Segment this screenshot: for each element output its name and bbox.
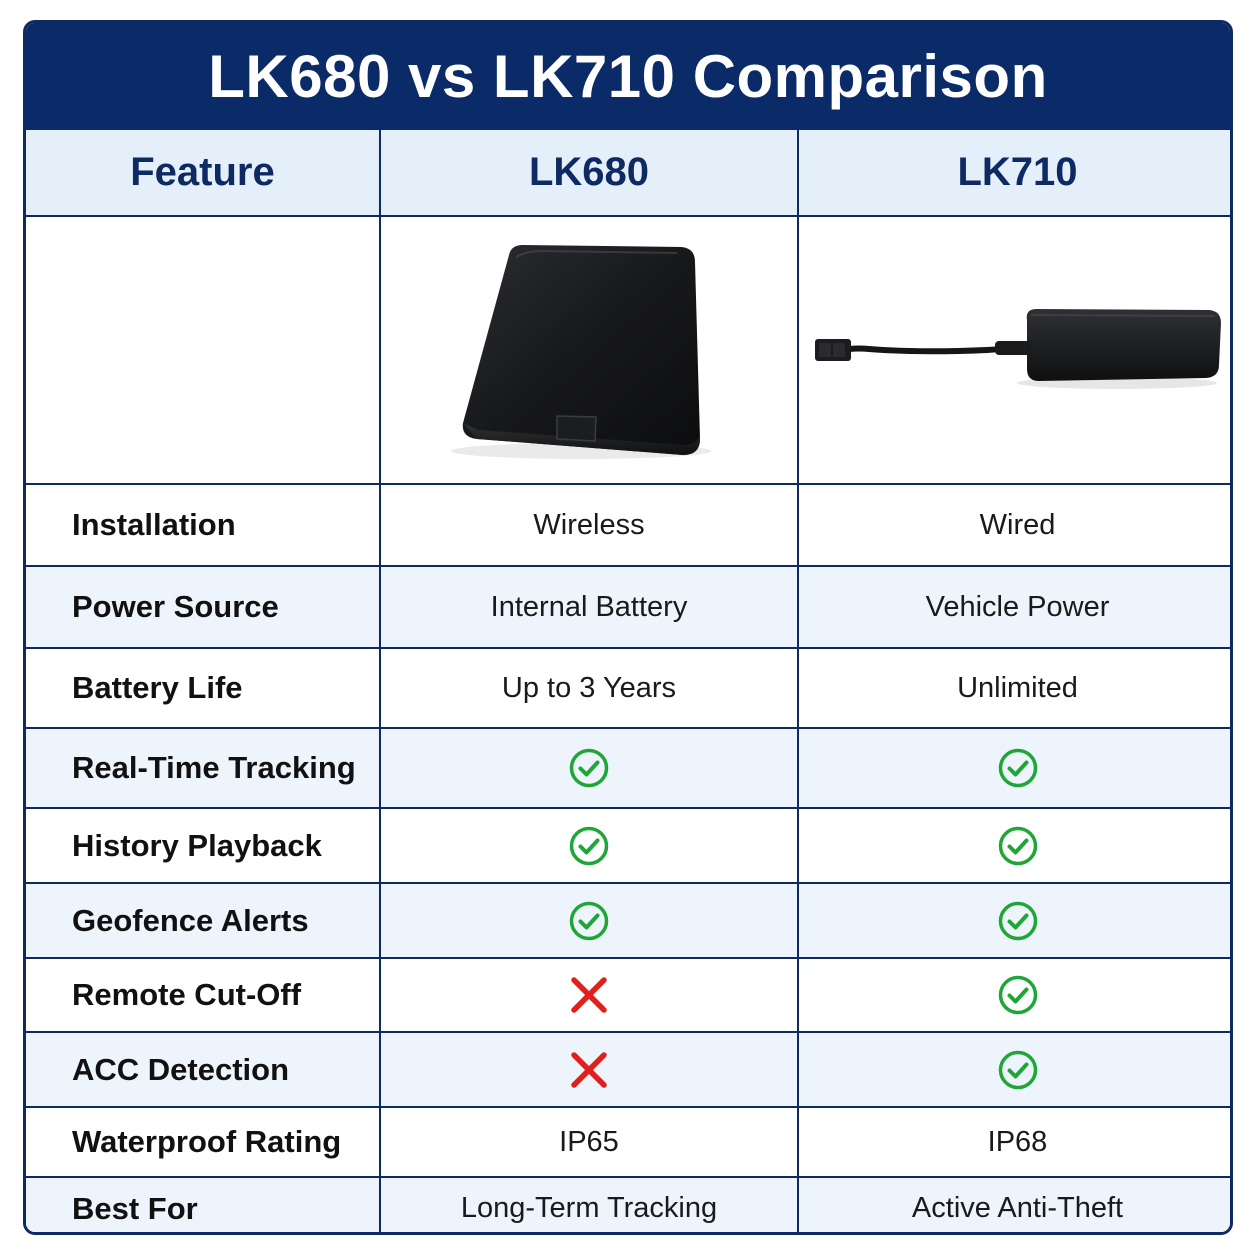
lk710-device-image xyxy=(799,217,1230,483)
row-label: Remote Cut-Off xyxy=(26,957,381,1033)
row-label: Installation xyxy=(26,483,381,567)
comparison-card: LK680 vs LK710 Comparison Feature LK680 … xyxy=(23,20,1233,1235)
lk680-value: Wireless xyxy=(379,483,799,567)
row-label: Waterproof Rating xyxy=(26,1106,381,1178)
lk680-value-cell xyxy=(379,1031,799,1108)
lk710-value-cell xyxy=(797,1031,1230,1108)
page-title: LK680 vs LK710 Comparison xyxy=(208,43,1048,110)
lk710-value: Unlimited xyxy=(797,647,1230,729)
image-row xyxy=(26,215,1230,485)
lk710-value: Vehicle Power xyxy=(797,565,1230,649)
lk680-device-image xyxy=(381,217,797,483)
check-circle-icon xyxy=(997,900,1039,942)
lk680-value-cell xyxy=(379,957,799,1033)
row-label: Geofence Alerts xyxy=(26,882,381,959)
cross-icon xyxy=(568,1049,610,1091)
check-circle-icon xyxy=(997,825,1039,867)
lk710-image-cell xyxy=(797,215,1230,485)
lk710-value-cell xyxy=(797,727,1230,809)
lk710-value-cell xyxy=(797,807,1230,884)
lk710-value: Active Anti-Theft xyxy=(797,1176,1230,1232)
image-row-empty-cell xyxy=(26,215,381,485)
table-row: History Playback xyxy=(26,807,1230,884)
lk680-value-cell xyxy=(379,807,799,884)
column-header-lk680: LK680 xyxy=(379,130,799,217)
row-label: Battery Life xyxy=(26,647,381,729)
table-row: Geofence Alerts xyxy=(26,882,1230,959)
table-row: ACC Detection xyxy=(26,1031,1230,1108)
lk680-value: Internal Battery xyxy=(379,565,799,649)
check-circle-icon xyxy=(997,747,1039,789)
lk680-value-cell xyxy=(379,882,799,959)
comparison-table: Feature LK680 LK710 xyxy=(26,130,1230,1232)
table-row: Power Source Internal Battery Vehicle Po… xyxy=(26,565,1230,649)
column-header-lk710: LK710 xyxy=(797,130,1230,217)
row-label: History Playback xyxy=(26,807,381,884)
row-label: Best For xyxy=(26,1176,381,1232)
table-row: Waterproof Rating IP65 IP68 xyxy=(26,1106,1230,1178)
check-circle-icon xyxy=(568,825,610,867)
lk680-value: IP65 xyxy=(379,1106,799,1178)
lk680-value: Long-Term Tracking xyxy=(379,1176,799,1232)
check-circle-icon xyxy=(997,974,1039,1016)
row-label: Power Source xyxy=(26,565,381,649)
lk680-value: Up to 3 Years xyxy=(379,647,799,729)
lk680-value-cell xyxy=(379,727,799,809)
table-row: Installation Wireless Wired xyxy=(26,483,1230,567)
lk710-value: IP68 xyxy=(797,1106,1230,1178)
table-row: Real-Time Tracking xyxy=(26,727,1230,809)
title-bar: LK680 vs LK710 Comparison xyxy=(26,23,1230,130)
check-circle-icon xyxy=(568,900,610,942)
column-header-feature: Feature xyxy=(26,130,381,217)
table-row: Best For Long-Term Tracking Active Anti-… xyxy=(26,1176,1230,1232)
table-row: Remote Cut-Off xyxy=(26,957,1230,1033)
lk680-image-cell xyxy=(379,215,799,485)
lk710-value: Wired xyxy=(797,483,1230,567)
table-header-row: Feature LK680 LK710 xyxy=(26,130,1230,217)
table-row: Battery Life Up to 3 Years Unlimited xyxy=(26,647,1230,729)
lk710-value-cell xyxy=(797,957,1230,1033)
check-circle-icon xyxy=(568,747,610,789)
row-label: Real-Time Tracking xyxy=(26,727,381,809)
cross-icon xyxy=(568,974,610,1016)
lk710-value-cell xyxy=(797,882,1230,959)
check-circle-icon xyxy=(997,1049,1039,1091)
row-label: ACC Detection xyxy=(26,1031,381,1108)
